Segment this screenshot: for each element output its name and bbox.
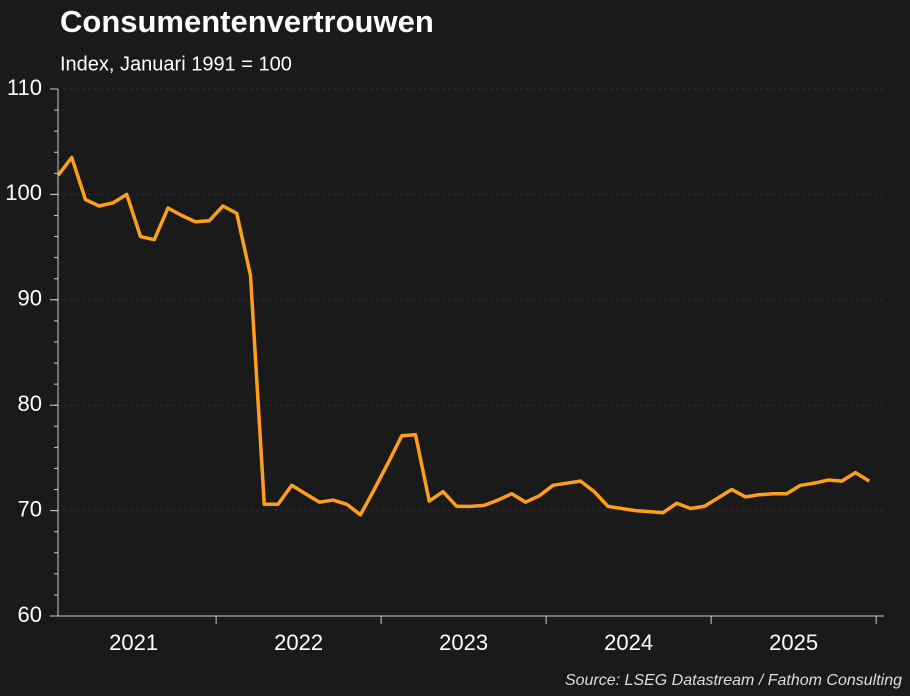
x-tick-label: 2025 (769, 630, 818, 655)
y-tick-label: 90 (18, 286, 42, 311)
source-note: Source: LSEG Datastream / Fathom Consult… (565, 672, 902, 689)
chart-title: Consumentenvertrouwen (60, 4, 434, 39)
y-tick-label: 110 (7, 75, 42, 100)
y-tick-label: 80 (18, 391, 42, 416)
y-tick-label: 100 (5, 180, 42, 205)
data-line (56, 155, 871, 517)
y-tick-label: 60 (18, 602, 42, 627)
x-tick-label: 2024 (604, 630, 653, 655)
y-tick-label: 70 (18, 496, 42, 521)
chart-subtitle: Index, Januari 1991 = 100 (60, 53, 292, 75)
x-tick-label: 2022 (274, 630, 323, 655)
x-tick-label: 2023 (439, 630, 488, 655)
x-tick-label: 2021 (109, 630, 158, 655)
